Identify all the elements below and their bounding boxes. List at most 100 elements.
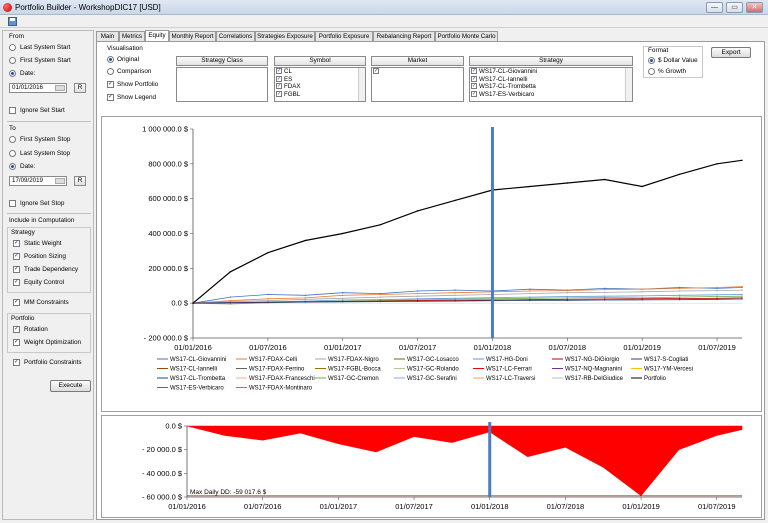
minimize-button[interactable]: — xyxy=(706,2,723,13)
list-item[interactable]: ✓ WS17-CL-Iannelli xyxy=(470,75,632,84)
strategy-checkbox[interactable]: ✓ xyxy=(471,68,477,74)
data-point xyxy=(342,292,344,294)
ignore-set-start-checkbox[interactable] xyxy=(9,107,16,114)
tab-correlations[interactable]: Correlations xyxy=(216,31,255,41)
market-checkbox[interactable]: ✓ xyxy=(373,68,379,74)
from-first-system-start-radio[interactable] xyxy=(9,57,16,64)
visualisation-label: Visualisation xyxy=(107,45,143,52)
to-first-system-stop-radio[interactable] xyxy=(9,136,16,143)
data-point xyxy=(379,300,381,303)
tab-metrics[interactable]: Metrics xyxy=(119,31,145,41)
x-tick-label: 01/07/2017 xyxy=(399,343,437,352)
portfolio-constraints-checkbox[interactable]: ✓ xyxy=(13,359,20,366)
ignore-set-stop-checkbox[interactable] xyxy=(9,200,16,207)
data-point xyxy=(454,298,456,301)
app-icon xyxy=(3,3,12,12)
format-group xyxy=(643,46,703,78)
comparison-label: Comparison xyxy=(117,68,152,75)
strategy-checkbox[interactable]: ✓ xyxy=(471,83,477,89)
y-tick-label: 400 000.0 $ xyxy=(148,229,188,238)
legend-label: WS17-HG-Doni xyxy=(486,357,528,363)
tab-main[interactable]: Main xyxy=(96,31,119,41)
list-item[interactable]: ✓ xyxy=(372,68,463,76)
list-item[interactable]: ✓ CL xyxy=(275,68,365,76)
strategy-class-list[interactable] xyxy=(176,67,268,102)
equity-control-label: Equity Control xyxy=(24,279,65,286)
symbol-checkbox[interactable]: ✓ xyxy=(276,75,282,82)
x-tick-label: 01/07/2016 xyxy=(249,343,287,352)
list-item[interactable]: ✓ ES xyxy=(275,75,365,84)
strategy-header[interactable]: Strategy xyxy=(469,56,633,66)
percent-growth-radio[interactable] xyxy=(648,68,655,75)
legend-label: WS17-NQ-Magnanini xyxy=(565,367,622,373)
to-reset-button[interactable]: R xyxy=(74,176,86,186)
from-reset-button[interactable]: R xyxy=(74,83,86,93)
from-date-radio[interactable] xyxy=(9,70,16,77)
export-button[interactable]: Export xyxy=(711,47,751,58)
tab-equity[interactable]: Equity xyxy=(145,30,169,41)
position-sizing-checkbox[interactable]: ✓ xyxy=(13,253,20,260)
original-radio[interactable] xyxy=(107,56,114,63)
strategy-list[interactable]: ✓ WS17-CL-Giovannini ✓ WS17-CL-Iannelli ✓ W… xyxy=(469,67,633,102)
divider xyxy=(7,121,91,122)
market-list[interactable]: ✓ xyxy=(371,67,464,102)
scrollbar[interactable] xyxy=(358,68,365,101)
dollar-value-radio[interactable] xyxy=(648,57,655,64)
data-point xyxy=(342,299,344,301)
market-header[interactable]: Market xyxy=(371,56,464,66)
equity-control-checkbox[interactable]: ✓ xyxy=(13,279,20,286)
symbol-checkbox[interactable]: ✓ xyxy=(276,83,282,89)
data-point xyxy=(229,296,232,298)
weight-optimization-checkbox[interactable]: ✓ xyxy=(13,339,20,346)
legend-label: WS17-FDAX-Ferrino xyxy=(249,367,305,373)
strategy-checkbox[interactable]: ✓ xyxy=(471,90,477,97)
maximize-button[interactable]: ▭ xyxy=(726,2,743,13)
data-point xyxy=(454,289,456,291)
scrollbar[interactable] xyxy=(625,68,632,101)
symbol-checkbox[interactable]: ✓ xyxy=(276,68,282,74)
legend-label: WS17-FDAX-Nigro xyxy=(328,357,379,363)
legend-label: WS17-FDAX-Celli xyxy=(249,357,297,363)
data-point xyxy=(716,286,718,289)
trade-dependency-checkbox[interactable]: ✓ xyxy=(13,266,20,273)
list-item[interactable]: ✓ WS17-CL-Trombetta xyxy=(470,83,632,91)
strategy-checkbox[interactable]: ✓ xyxy=(471,75,477,82)
calendar-icon[interactable] xyxy=(55,85,65,91)
tab-rebalancing-report[interactable]: Rebalancing Report xyxy=(373,31,435,41)
show-legend-checkbox[interactable]: ✓ xyxy=(107,94,114,101)
tab-monthly-report[interactable]: Monthly Report xyxy=(169,31,216,41)
to-last-system-stop-radio[interactable] xyxy=(9,150,16,157)
list-item[interactable]: ✓ FGBL xyxy=(275,90,365,99)
list-item[interactable]: ✓ FDAX xyxy=(275,83,365,91)
symbol-header[interactable]: Symbol xyxy=(274,56,366,66)
from-last-system-start-radio[interactable] xyxy=(9,44,16,51)
series-line-ws17-fdax-nigro xyxy=(192,289,743,304)
symbol-checkbox[interactable]: ✓ xyxy=(276,90,282,97)
data-point xyxy=(604,299,606,301)
show-portfolio-checkbox[interactable]: ✓ xyxy=(107,81,114,88)
symbol-list[interactable]: ✓ CL ✓ ES ✓ FDAX ✓ FGBL xyxy=(274,67,366,102)
to-date-picker[interactable]: 17/09/2019 xyxy=(9,176,67,186)
list-item[interactable]: ✓ WS17-CL-Giovannini xyxy=(470,68,632,76)
strategy-class-header[interactable]: Strategy Class xyxy=(176,56,268,66)
static-weight-checkbox[interactable]: ✓ xyxy=(13,240,20,247)
data-point xyxy=(379,296,381,298)
calendar-icon[interactable] xyxy=(55,178,65,184)
save-icon[interactable] xyxy=(8,17,17,26)
series-line-portfolio xyxy=(192,159,743,304)
data-point xyxy=(267,251,269,254)
list-item[interactable]: ✓ WS17-ES-Verbicaro xyxy=(470,90,632,99)
data-point xyxy=(741,297,743,299)
comparison-radio[interactable] xyxy=(107,68,114,75)
execute-button[interactable]: Execute xyxy=(50,380,91,392)
rotation-checkbox[interactable]: ✓ xyxy=(13,326,20,333)
strategy-group xyxy=(7,227,91,293)
from-date-picker[interactable]: 01/01/2016 xyxy=(9,83,67,93)
tab-strategies-exposure[interactable]: Strategies Exposure xyxy=(255,31,315,41)
tab-portfolio-exposure[interactable]: Portfolio Exposure xyxy=(315,31,373,41)
to-date-radio[interactable] xyxy=(9,163,16,170)
mm-constraints-checkbox[interactable]: ✓ xyxy=(13,299,20,306)
trade-dependency-label: Trade Dependency xyxy=(24,266,79,273)
close-button[interactable]: ✕ xyxy=(746,2,763,13)
tab-portfolio-monte-carlo[interactable]: Portfolio Monte Carlo xyxy=(435,31,498,41)
